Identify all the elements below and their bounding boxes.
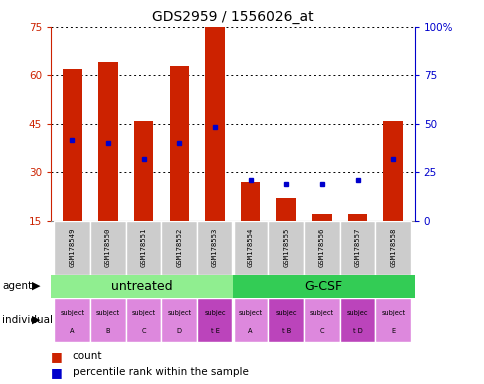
Bar bbox=[62, 69, 82, 221]
Bar bbox=[134, 121, 153, 221]
Text: t D: t D bbox=[352, 328, 362, 334]
Text: E: E bbox=[391, 328, 394, 334]
Text: count: count bbox=[73, 351, 102, 361]
Bar bbox=[51, 275, 232, 298]
Text: G-CSF: G-CSF bbox=[304, 280, 342, 293]
Text: C: C bbox=[141, 328, 146, 334]
Text: GSM178549: GSM178549 bbox=[69, 228, 75, 267]
Bar bbox=[232, 221, 268, 275]
Text: B: B bbox=[106, 328, 110, 334]
Text: t E: t E bbox=[210, 328, 219, 334]
Text: subject: subject bbox=[131, 310, 155, 316]
Text: GDS2959 / 1556026_at: GDS2959 / 1556026_at bbox=[151, 10, 313, 23]
Text: GSM178550: GSM178550 bbox=[105, 228, 111, 267]
Bar bbox=[169, 66, 189, 221]
Text: subject: subject bbox=[60, 310, 84, 316]
Text: A: A bbox=[248, 328, 252, 334]
Text: subjec: subjec bbox=[204, 310, 225, 316]
Text: GSM178557: GSM178557 bbox=[354, 228, 360, 267]
Bar bbox=[375, 221, 410, 275]
Text: GSM178554: GSM178554 bbox=[247, 228, 253, 267]
Bar bbox=[303, 221, 339, 275]
Bar bbox=[90, 221, 125, 275]
Bar bbox=[268, 221, 303, 275]
Bar bbox=[98, 63, 118, 221]
Text: ■: ■ bbox=[51, 350, 62, 363]
Bar bbox=[54, 221, 90, 275]
Text: subjec: subjec bbox=[275, 310, 296, 316]
Text: percentile rank within the sample: percentile rank within the sample bbox=[73, 367, 248, 377]
Bar bbox=[125, 298, 161, 342]
Bar bbox=[276, 198, 296, 221]
Bar bbox=[205, 27, 224, 221]
Text: subject: subject bbox=[309, 310, 333, 316]
Text: GSM178558: GSM178558 bbox=[390, 228, 395, 267]
Bar bbox=[241, 182, 260, 221]
Bar bbox=[347, 214, 367, 221]
Bar bbox=[161, 298, 197, 342]
Bar bbox=[339, 298, 375, 342]
Text: GSM178556: GSM178556 bbox=[318, 228, 324, 267]
Text: D: D bbox=[177, 328, 182, 334]
Bar bbox=[303, 298, 339, 342]
Text: A: A bbox=[70, 328, 75, 334]
Bar bbox=[90, 298, 125, 342]
Bar bbox=[375, 298, 410, 342]
Text: individual: individual bbox=[2, 314, 53, 325]
Bar bbox=[54, 298, 90, 342]
Text: ▶: ▶ bbox=[31, 281, 40, 291]
Bar bbox=[339, 221, 375, 275]
Text: ▶: ▶ bbox=[31, 314, 40, 325]
Text: subject: subject bbox=[96, 310, 120, 316]
Text: agent: agent bbox=[2, 281, 32, 291]
Text: subjec: subjec bbox=[346, 310, 368, 316]
Text: ■: ■ bbox=[51, 366, 62, 379]
Bar bbox=[232, 275, 414, 298]
Bar bbox=[312, 214, 331, 221]
Bar bbox=[383, 121, 402, 221]
Text: subject: subject bbox=[167, 310, 191, 316]
Text: GSM178551: GSM178551 bbox=[140, 228, 146, 267]
Text: untreated: untreated bbox=[111, 280, 172, 293]
Bar bbox=[161, 221, 197, 275]
Text: GSM178552: GSM178552 bbox=[176, 228, 182, 267]
Text: subject: subject bbox=[380, 310, 405, 316]
Text: t B: t B bbox=[281, 328, 290, 334]
Bar bbox=[125, 221, 161, 275]
Bar bbox=[197, 298, 232, 342]
Text: GSM178553: GSM178553 bbox=[212, 228, 217, 267]
Bar bbox=[197, 221, 232, 275]
Bar bbox=[268, 298, 303, 342]
Text: C: C bbox=[319, 328, 324, 334]
Text: subject: subject bbox=[238, 310, 262, 316]
Text: GSM178555: GSM178555 bbox=[283, 228, 288, 267]
Bar bbox=[232, 298, 268, 342]
